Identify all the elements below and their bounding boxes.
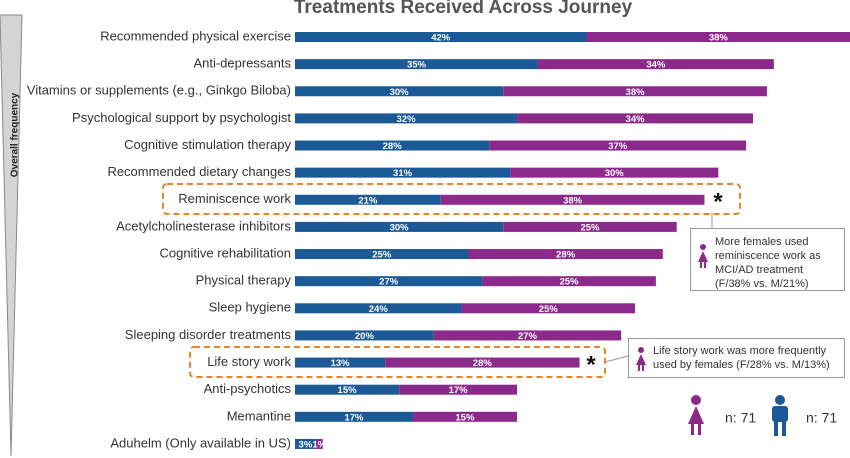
category-label: Sleep hygiene bbox=[209, 300, 291, 315]
value-label: 37% bbox=[608, 141, 628, 152]
bar-segment bbox=[433, 330, 622, 341]
bar-segment bbox=[295, 249, 469, 260]
category-label: Cognitive rehabilitation bbox=[159, 245, 291, 260]
value-label: 20% bbox=[355, 331, 375, 342]
bar-segment bbox=[517, 113, 754, 124]
bar-segment bbox=[461, 303, 636, 314]
bar-segment bbox=[440, 194, 705, 205]
bar-segment bbox=[295, 113, 518, 124]
value-label: 25% bbox=[560, 277, 580, 288]
bar-segment bbox=[295, 86, 504, 97]
category-label: Recommended dietary changes bbox=[107, 164, 291, 179]
bar-segment bbox=[412, 411, 518, 422]
asterisk: * bbox=[586, 351, 596, 378]
category-label: Anti-depressants bbox=[193, 56, 291, 71]
value-label: 32% bbox=[397, 114, 417, 125]
value-label: 1% bbox=[312, 439, 326, 450]
value-label: 31% bbox=[393, 168, 413, 179]
asterisk: * bbox=[713, 188, 723, 215]
bar-segment bbox=[295, 32, 587, 42]
category-label: Life story work bbox=[207, 354, 291, 369]
callout: More females used reminiscence work as M… bbox=[690, 228, 845, 291]
bar-segment bbox=[537, 59, 774, 70]
chart-title: Treatments Received Across Journey bbox=[294, 0, 633, 18]
bar-segment bbox=[503, 221, 677, 232]
bar-segment bbox=[482, 276, 656, 287]
bar-segment bbox=[489, 140, 747, 151]
female-icon bbox=[688, 395, 704, 435]
value-label: 25% bbox=[372, 250, 392, 261]
value-label: 3% bbox=[299, 439, 313, 450]
category-label: Psychological support by psychologist bbox=[72, 110, 291, 125]
category-label: Reminiscence work bbox=[178, 191, 291, 206]
bar-segment bbox=[586, 32, 850, 42]
male-icon bbox=[772, 395, 788, 436]
category-label: Aduhelm (Only available in US) bbox=[110, 435, 291, 450]
value-label: 15% bbox=[338, 385, 358, 396]
value-label: 28% bbox=[383, 141, 403, 152]
category-label: Cognitive stimulation therapy bbox=[124, 137, 291, 152]
value-label: 38% bbox=[563, 195, 583, 206]
value-label: 30% bbox=[605, 168, 625, 179]
bar-segment bbox=[295, 438, 316, 449]
category-label: Sleeping disorder treatments bbox=[125, 327, 292, 342]
bar-segment bbox=[468, 249, 663, 260]
value-label: 34% bbox=[626, 114, 646, 125]
category-label: Recommended physical exercise bbox=[100, 28, 291, 43]
bar-segment bbox=[295, 59, 538, 70]
category-label: Acetylcholinesterase inhibitors bbox=[116, 218, 291, 233]
category-label: Physical therapy bbox=[196, 273, 292, 288]
legend-label: n: 71 bbox=[725, 410, 756, 426]
legend-label: n: 71 bbox=[806, 410, 837, 426]
value-label: 24% bbox=[369, 304, 389, 315]
bar-segment bbox=[295, 330, 434, 341]
value-label: 27% bbox=[518, 331, 538, 342]
bar-segment bbox=[295, 221, 504, 232]
value-label: 13% bbox=[331, 358, 351, 369]
bar-segment bbox=[399, 384, 518, 395]
value-label: 38% bbox=[626, 87, 646, 98]
frequency-arrow bbox=[0, 14, 23, 457]
callout: Life story work was more frequently used… bbox=[628, 338, 845, 378]
value-label: 28% bbox=[556, 250, 576, 261]
value-label: 15% bbox=[456, 412, 476, 423]
value-label: 25% bbox=[539, 304, 559, 315]
category-label: Vitamins or supplements (e.g., Ginkgo Bi… bbox=[27, 83, 291, 98]
callout-pointer bbox=[604, 355, 629, 363]
bar-segment bbox=[385, 357, 580, 368]
value-label: 30% bbox=[390, 87, 410, 98]
value-label: 35% bbox=[407, 60, 427, 71]
bar-segment bbox=[503, 86, 767, 97]
highlight-box bbox=[162, 183, 741, 215]
bar-segment bbox=[295, 303, 462, 314]
callout-text: More females used reminiscence work as M… bbox=[715, 236, 821, 290]
axis-label: Overall frequency bbox=[10, 92, 21, 177]
bar-segment bbox=[315, 438, 323, 449]
value-label: 34% bbox=[646, 60, 666, 71]
category-label: Memantine bbox=[227, 408, 291, 423]
female-icon bbox=[636, 347, 646, 371]
value-label: 28% bbox=[473, 358, 493, 369]
bar-segment bbox=[295, 357, 386, 368]
value-label: 17% bbox=[344, 412, 364, 423]
bar-segment bbox=[295, 384, 400, 395]
value-label: 25% bbox=[580, 222, 600, 233]
value-label: 27% bbox=[379, 277, 399, 288]
bar-segment bbox=[295, 194, 441, 205]
value-label: 21% bbox=[358, 195, 378, 206]
bar-segment bbox=[295, 167, 511, 178]
value-label: 17% bbox=[449, 385, 469, 396]
category-label: Anti-psychotics bbox=[204, 381, 292, 396]
bar-segment bbox=[295, 411, 413, 422]
bar-segment bbox=[295, 276, 483, 287]
bar-segment bbox=[295, 140, 490, 151]
value-label: 30% bbox=[390, 222, 410, 233]
value-label: 38% bbox=[709, 33, 729, 44]
callout-text: Life story work was more frequently used… bbox=[653, 345, 830, 371]
female-icon bbox=[698, 244, 708, 268]
bar-segment bbox=[510, 167, 719, 178]
value-label: 42% bbox=[431, 33, 451, 44]
